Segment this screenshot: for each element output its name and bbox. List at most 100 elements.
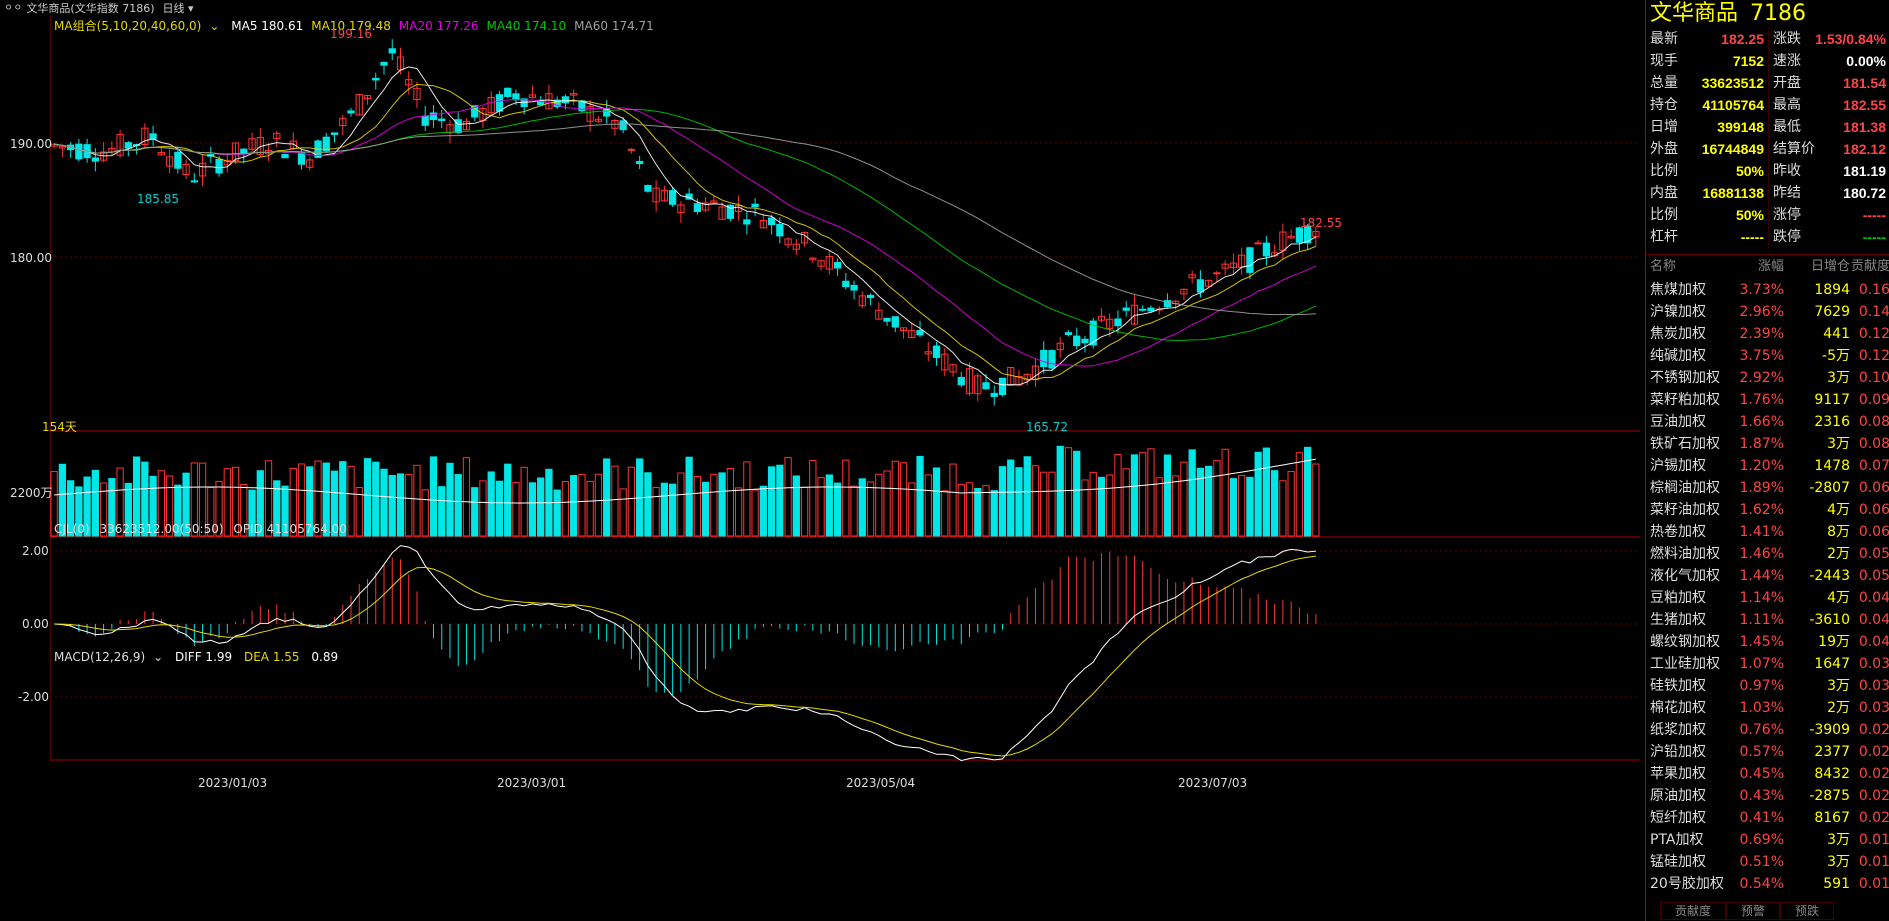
sector-row[interactable]: 燃料油加权 1.46% 2万 0.05 [1646, 543, 1889, 565]
candle-body [1312, 231, 1320, 237]
volume-bar [1172, 475, 1180, 537]
macd-chevron-icon[interactable]: ⌄ [153, 650, 164, 664]
quote-cell: 最低 181.38 [1768, 116, 1889, 138]
volume-bar [850, 485, 858, 537]
menu-icon[interactable]: ⚪⚪ [4, 1, 23, 14]
sector-contribution: 0.14 [1858, 304, 1889, 320]
sector-row[interactable]: 豆油加权 1.66% 2316 0.08 [1646, 411, 1889, 433]
candle-body [306, 159, 314, 168]
sector-row[interactable]: 铁矿石加权 1.87% 3万 0.08 [1646, 433, 1889, 455]
quote-cell: 持仓 41105764 [1646, 94, 1768, 116]
sector-row[interactable]: 沪镍加权 2.96% 7629 0.14 [1646, 301, 1889, 323]
volume-bar [776, 464, 784, 537]
sector-name: 纯碱加权 [1650, 348, 1706, 364]
quote-rows: 最新 182.25 涨跌 1.53/0.84% 现手 7152 速涨 0.00% 总量 33623… [1646, 28, 1889, 248]
volume-bar [405, 474, 413, 537]
sector-change: 1.45% [1739, 634, 1784, 650]
sector-row[interactable]: PTA加权 0.69% 3万 0.01 [1646, 829, 1889, 851]
sector-col-oi[interactable]: 日增仓 [1810, 259, 1850, 274]
macd-value: 0.89 [311, 650, 339, 664]
sector-name: 短纤加权 [1650, 810, 1706, 826]
sector-row[interactable]: 菜籽粕加权 1.76% 9117 0.09 [1646, 389, 1889, 411]
ma-combo-label[interactable]: MA组合(5,10,20,40,60,0) [54, 19, 202, 33]
volume-bar [644, 472, 652, 537]
tab-fall-alert[interactable]: 预跌 [1780, 902, 1835, 920]
chart-pane[interactable]: MA组合(5,10,20,40,60,0) ⌄ MA5 180.61 MA10 17… [10, 15, 1640, 900]
sector-row[interactable]: 原油加权 0.43% -2875 0.02 [1646, 785, 1889, 807]
volume-bar [297, 463, 306, 537]
sector-col-contrib[interactable]: 贡献度 [1850, 259, 1889, 274]
candle-body [1147, 307, 1155, 312]
tab-contribution[interactable]: 贡献度 [1660, 902, 1727, 920]
quote-field-label: 总量 [1650, 75, 1678, 91]
candle-body [1205, 279, 1213, 287]
sector-row[interactable]: 沪铅加权 0.57% 2377 0.02 [1646, 741, 1889, 763]
sector-row[interactable]: 短纤加权 0.41% 8167 0.02 [1646, 807, 1889, 829]
sector-col-change[interactable]: 涨幅 [1757, 259, 1784, 274]
tab-alert[interactable]: 预警 [1726, 902, 1781, 920]
quote-field-label: 比例 [1650, 207, 1678, 223]
sector-row[interactable]: 硅铁加权 0.97% 3万 0.03 [1646, 675, 1889, 697]
sector-row[interactable]: 纸浆加权 0.76% -3909 0.02 [1646, 719, 1889, 741]
sector-row[interactable]: 纯碱加权 3.75% -5万 0.12 [1646, 345, 1889, 367]
sector-row[interactable]: 棉花加权 1.03% 2万 0.03 [1646, 697, 1889, 719]
candle-body [784, 238, 792, 246]
sector-name: 铁矿石加权 [1650, 436, 1720, 452]
sector-row[interactable]: 20号胶加权 0.54% 591 0.01 [1646, 873, 1889, 895]
volume-bar [817, 477, 825, 537]
sector-row[interactable]: 工业硅加权 1.07% 1647 0.03 [1646, 653, 1889, 675]
candle-body [652, 187, 660, 203]
sector-row[interactable]: 液化气加权 1.44% -2443 0.05 [1646, 565, 1889, 587]
chart-svg[interactable] [50, 15, 1640, 900]
volume-bar [528, 482, 537, 537]
macd-dea: DEA 1.55 [243, 650, 300, 664]
volume-bar [586, 480, 594, 537]
ma-line-10 [54, 83, 1317, 380]
sector-change: 1.03% [1739, 700, 1784, 716]
sector-contribution: 0.04 [1858, 590, 1889, 606]
period-selector[interactable]: 日线 ▾ [162, 1, 194, 15]
sector-row[interactable]: 菜籽油加权 1.62% 4万 0.06 [1646, 499, 1889, 521]
volume-bar [1213, 460, 1221, 537]
volume-bar [1303, 446, 1312, 537]
sector-row[interactable]: 焦炭加权 2.39% 441 0.12 [1646, 323, 1889, 345]
sector-row[interactable]: 焦煤加权 3.73% 1894 0.16 [1646, 279, 1889, 301]
sector-row[interactable]: 苹果加权 0.45% 8432 0.02 [1646, 763, 1889, 785]
volume-bar [438, 486, 446, 537]
sector-row[interactable]: 棕榈油加权 1.89% -2807 0.06 [1646, 477, 1889, 499]
sector-change: 0.76% [1739, 722, 1784, 738]
volume-bar [58, 463, 67, 537]
volume-bar [561, 480, 570, 537]
sector-row[interactable]: 不锈钢加权 2.92% 3万 0.10 [1646, 367, 1889, 389]
sector-row[interactable]: 锰硅加权 0.51% 3万 0.01 [1646, 851, 1889, 873]
quote-row: 内盘 16881138 昨结 180.72 [1646, 182, 1889, 204]
volume-bar [1097, 476, 1106, 537]
sector-row[interactable]: 生猪加权 1.11% -3610 0.04 [1646, 609, 1889, 631]
volume-bar [842, 459, 850, 537]
sector-row[interactable]: 沪锡加权 1.20% 1478 0.07 [1646, 455, 1889, 477]
sector-row[interactable]: 热卷加权 1.41% 8万 0.06 [1646, 521, 1889, 543]
sector-contribution: 0.02 [1858, 788, 1889, 804]
sector-name: 焦煤加权 [1650, 282, 1706, 298]
sector-row[interactable]: 螺纹钢加权 1.45% 19万 0.04 [1646, 631, 1889, 653]
volume-bar [957, 483, 965, 537]
quote-field-value: 182.55 [1843, 97, 1886, 113]
ma-combo-chevron-icon[interactable]: ⌄ [209, 19, 220, 33]
quote-field-label: 持仓 [1650, 97, 1678, 113]
volume-bar [965, 482, 974, 537]
candle-body [883, 317, 891, 322]
sector-name: 螺纹钢加权 [1650, 634, 1720, 650]
sector-oi-change: 3万 [1827, 436, 1850, 452]
sector-row[interactable]: 豆粕加权 1.14% 4万 0.04 [1646, 587, 1889, 609]
volume-bar [660, 482, 669, 537]
candle-body [561, 96, 570, 104]
macd-header[interactable]: MACD(12,26,9) [54, 650, 146, 664]
volume-bar [124, 482, 132, 537]
quote-row: 比例 50% 昨收 181.19 [1646, 160, 1889, 182]
ma-legend-item-4: MA60 174.71 [574, 19, 654, 33]
macd-axis-0: 0.00 [22, 617, 49, 631]
sector-col-name[interactable]: 名称 [1650, 259, 1677, 274]
volume-bar [207, 487, 215, 537]
quote-title: 文华商品 7186 [1646, 0, 1889, 28]
sector-change: 1.66% [1739, 414, 1784, 430]
